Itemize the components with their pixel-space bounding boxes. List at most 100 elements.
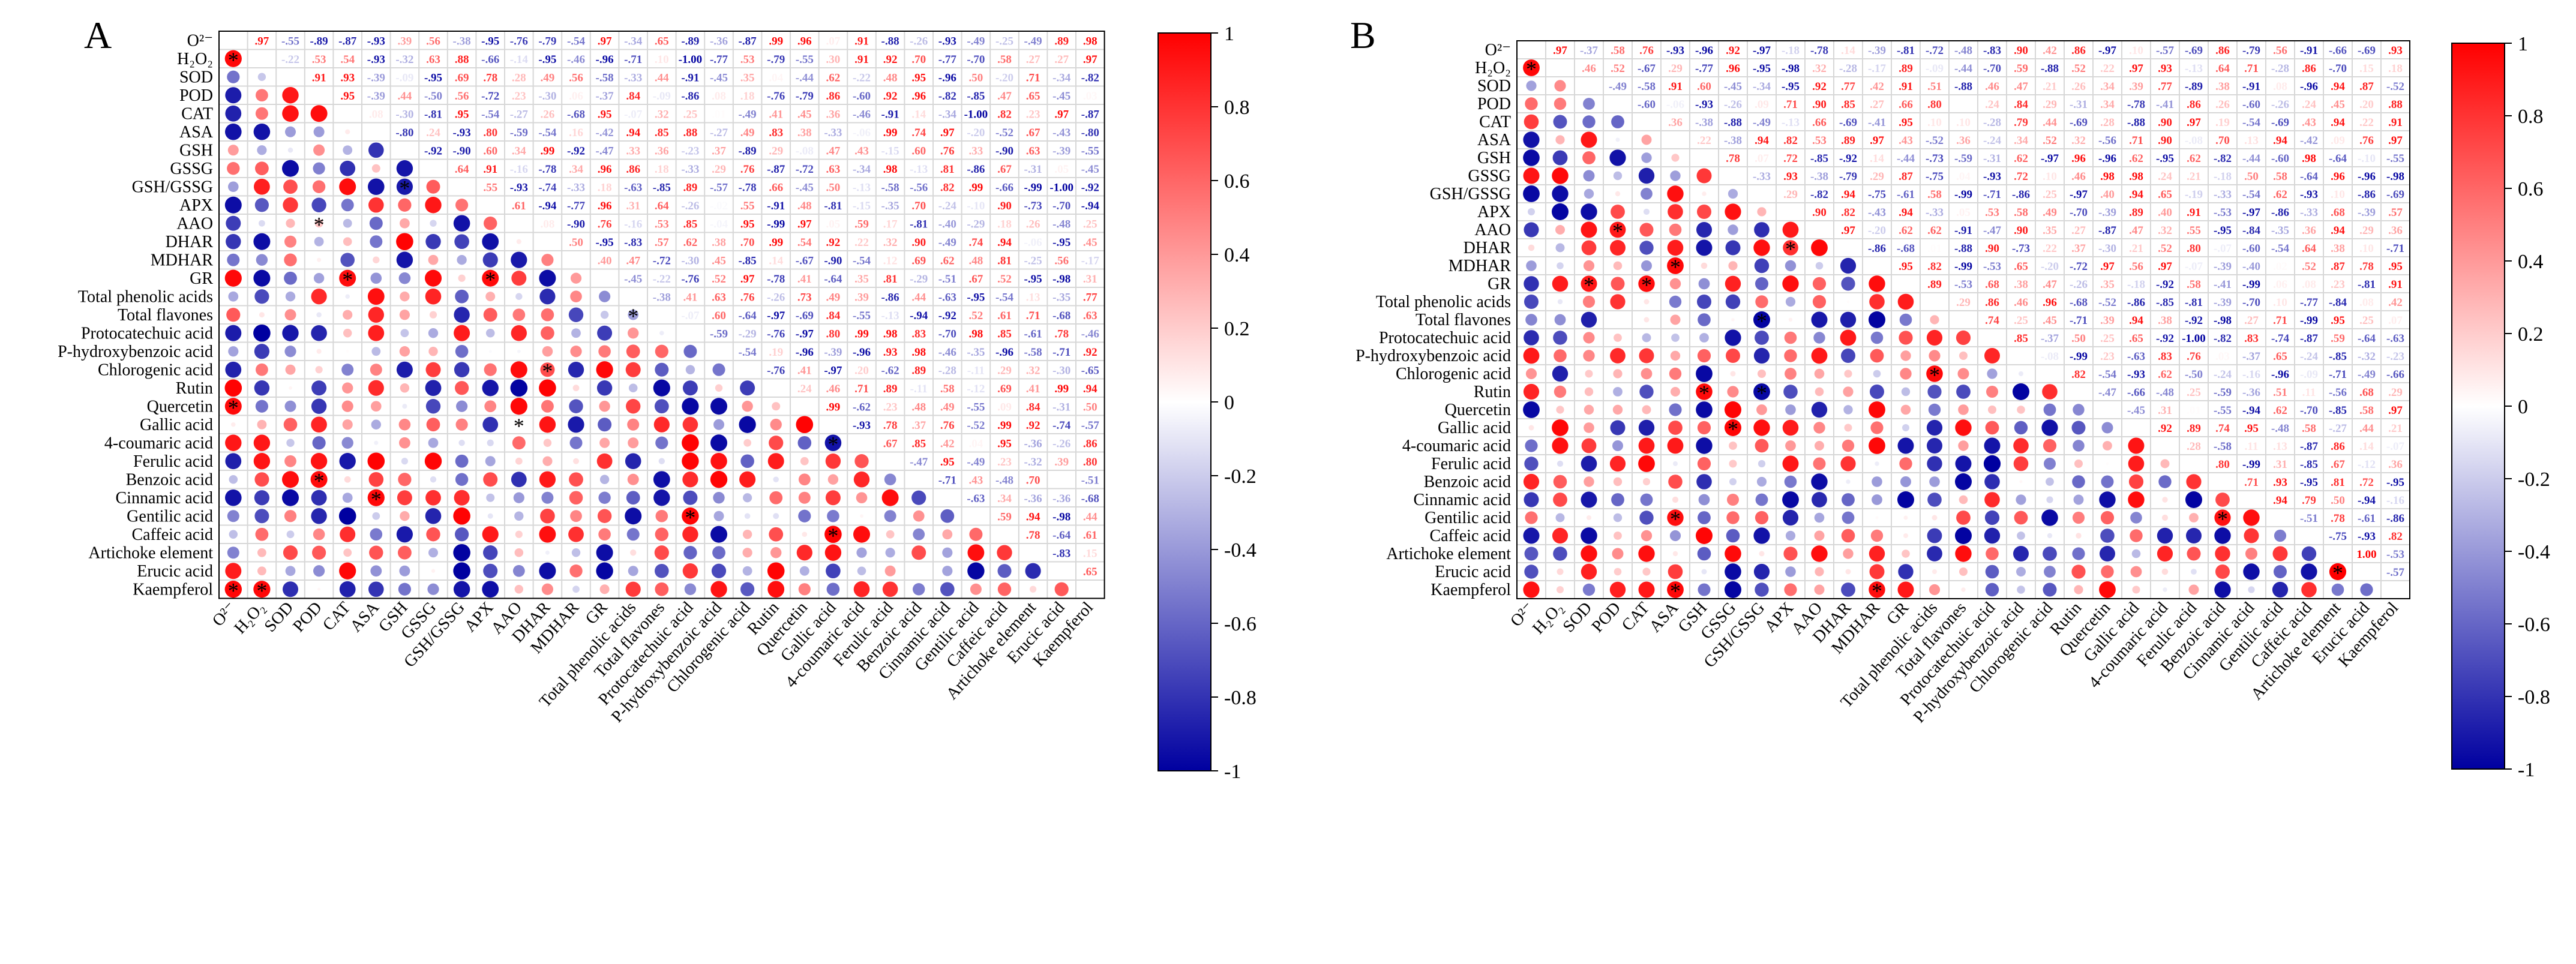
correlation-circle (767, 581, 785, 598)
correlation-value: -.61 (1897, 188, 1915, 201)
correlation-circle (1929, 584, 1941, 596)
correlation-value: .38 (2014, 278, 2028, 291)
correlation-value: .72 (2359, 476, 2374, 489)
significance-marker: * (1612, 219, 1623, 243)
correlation-value: .90 (2014, 224, 2028, 237)
correlation-value: .03 (1083, 90, 1097, 103)
correlation-circle (482, 233, 499, 250)
correlation-circle (2274, 565, 2287, 578)
correlation-circle (967, 544, 985, 561)
correlation-value: -.87 (1081, 108, 1100, 121)
correlation-circle (1582, 295, 1596, 308)
correlation-circle (284, 346, 296, 358)
correlation-circle (1614, 334, 1622, 342)
correlation-value: .09 (2331, 134, 2345, 147)
correlation-value: .67 (997, 163, 1012, 176)
correlation-circle (511, 251, 527, 268)
correlation-circle (1903, 533, 1908, 538)
correlation-circle (796, 416, 814, 434)
correlation-value: -.54 (2242, 188, 2261, 201)
correlation-value: -.90 (824, 254, 842, 267)
correlation-circle (827, 509, 839, 522)
correlation-value: -.39 (2214, 296, 2232, 309)
correlation-circle (1956, 330, 1971, 346)
correlation-circle (1555, 513, 1565, 522)
correlation-circle (712, 363, 725, 376)
correlation-circle (1755, 510, 1769, 525)
correlation-value: .15 (1083, 547, 1097, 560)
correlation-circle (286, 439, 295, 447)
correlation-value: .07 (2388, 314, 2403, 327)
correlation-circle (628, 309, 638, 320)
correlation-value: .61 (1083, 529, 1097, 542)
correlation-value: .78 (883, 419, 898, 432)
correlation-value: .08 (2359, 296, 2374, 309)
correlation-circle (424, 452, 442, 470)
correlation-circle (796, 545, 812, 561)
correlation-circle (1642, 478, 1651, 486)
correlation-value: -.39 (367, 71, 385, 84)
correlation-value: -.15 (853, 200, 871, 212)
correlation-circle (343, 329, 352, 338)
correlation-value: .37 (712, 145, 726, 157)
correlation-circle (1841, 349, 1855, 363)
correlation-value: .84 (626, 90, 640, 103)
correlation-value: -.76 (510, 35, 528, 47)
correlation-value: -.93 (367, 53, 385, 66)
correlation-circle (597, 325, 613, 341)
correlation-value: -.58 (1024, 346, 1042, 359)
correlation-circle (312, 436, 326, 450)
correlation-value: -.56 (2329, 386, 2347, 399)
correlation-circle (570, 290, 582, 303)
correlation-value: .67 (1026, 127, 1040, 139)
correlation-value: -.72 (481, 90, 499, 103)
correlation-value: .22 (1697, 134, 1711, 147)
correlation-value: .82 (2388, 530, 2403, 543)
correlation-circle (512, 436, 526, 450)
correlation-value: -.61 (1024, 328, 1042, 340)
correlation-circle (942, 566, 953, 576)
correlation-value: -.45 (624, 273, 642, 286)
correlation-circle (853, 525, 870, 543)
correlation-circle (541, 400, 554, 413)
correlation-circle (571, 548, 581, 557)
correlation-value: .88 (455, 53, 469, 66)
correlation-circle (311, 489, 327, 506)
correlation-value: .40 (2100, 188, 2115, 201)
colorbar-tick-label: 0.4 (2518, 251, 2544, 273)
correlation-value: -.85 (967, 90, 985, 103)
correlation-circle (997, 582, 1012, 596)
correlation-value: .10 (2359, 242, 2374, 255)
correlation-circle (1582, 151, 1596, 164)
correlation-value: .53 (1812, 134, 1827, 147)
correlation-circle (599, 290, 611, 302)
correlation-circle (315, 366, 323, 374)
correlation-circle (396, 251, 413, 268)
correlation-value: -.49 (967, 35, 985, 47)
correlation-value: .97 (940, 127, 955, 139)
correlation-value: .81 (940, 163, 955, 176)
correlation-value: -.90 (567, 218, 585, 230)
correlation-circle (2191, 569, 2197, 575)
colorbar-tick-label: -1 (2518, 759, 2535, 781)
correlation-circle (2163, 587, 2167, 592)
correlation-circle (569, 491, 583, 505)
correlation-value: .52 (2043, 134, 2057, 147)
correlation-value: -.85 (2329, 350, 2347, 363)
correlation-circle (1671, 334, 1680, 342)
correlation-value: -.60 (1638, 98, 1656, 111)
correlation-circle (282, 489, 299, 506)
correlation-value: -.55 (2214, 404, 2232, 417)
correlation-value: .47 (997, 90, 1012, 103)
correlation-value: .96 (598, 200, 612, 212)
correlation-value: -.48 (2156, 386, 2174, 399)
correlation-circle (2043, 582, 2057, 597)
correlation-value: -.38 (1810, 170, 1828, 183)
correlation-circle (1524, 295, 1539, 309)
correlation-value: .82 (997, 108, 1012, 121)
correlation-circle (1616, 318, 1620, 322)
correlation-value: .25 (683, 108, 698, 121)
correlation-value: .52 (2302, 260, 2316, 273)
correlation-circle (1869, 311, 1885, 328)
correlation-circle (2072, 511, 2085, 524)
